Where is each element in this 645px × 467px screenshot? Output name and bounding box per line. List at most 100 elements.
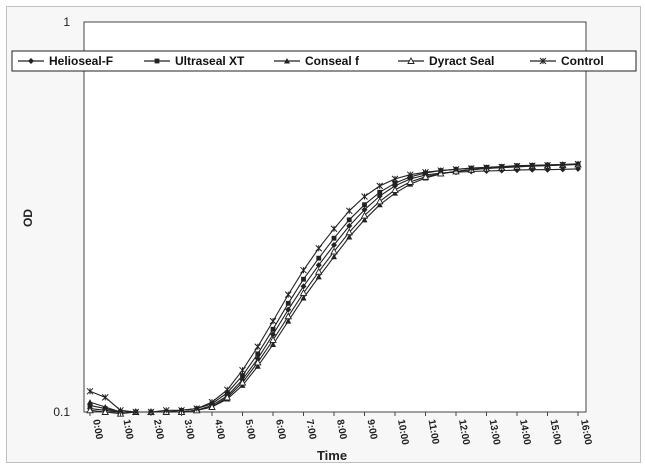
data-point <box>574 160 582 168</box>
x-tick-label: 14:00 <box>517 419 532 447</box>
legend-items: Helioseal-F Ultraseal XT Conseal f Dyract S… <box>18 54 604 68</box>
data-point <box>254 343 262 351</box>
y-axis-label: OD <box>21 209 35 227</box>
data-point <box>315 262 322 269</box>
x-tick-labels: 0:00 1:00 2:00 3:00 4:00 5:00 6:00 7:00 8:00 9:00… <box>89 412 593 447</box>
data-point <box>316 255 322 261</box>
x-tick-label: 0:00 <box>90 419 104 441</box>
x-tick-label: 16:00 <box>578 419 593 447</box>
legend-item: Conseal f <box>274 54 360 68</box>
x-tick-label: 10:00 <box>395 419 410 447</box>
data-point <box>269 317 277 325</box>
data-point <box>300 295 307 301</box>
data-point <box>361 193 368 200</box>
data-point <box>377 189 383 195</box>
data-point <box>254 363 261 369</box>
data-point <box>406 177 415 185</box>
data-point <box>284 291 292 298</box>
legend-item: Helioseal-F <box>18 54 113 68</box>
legend-item: Dyract Seal <box>398 54 494 68</box>
x-tick-label: 12:00 <box>456 419 471 447</box>
y-tick-label-top: 1 <box>63 15 70 29</box>
data-point <box>361 206 368 213</box>
data-point <box>559 161 567 169</box>
series-layer <box>86 160 582 417</box>
x-tick-label: 11:00 <box>426 419 441 446</box>
data-point <box>346 234 353 240</box>
legend-label: Ultraseal XT <box>175 54 245 68</box>
data-point <box>345 207 353 215</box>
legend-label: Conseal f <box>305 54 360 68</box>
data-point <box>331 242 337 249</box>
data-point <box>452 165 460 173</box>
data-point <box>299 288 308 296</box>
legend-label: Control <box>561 54 604 68</box>
legend-marker <box>28 58 34 64</box>
data-point <box>330 225 338 233</box>
x-tick-label: 13:00 <box>487 419 502 447</box>
series-control <box>86 160 582 416</box>
legend-box <box>11 50 637 72</box>
data-point <box>86 387 94 395</box>
plot-area <box>83 21 587 413</box>
data-point <box>300 266 307 274</box>
data-point <box>208 403 216 410</box>
x-tick-label: 8:00 <box>334 419 348 441</box>
legend-item: Ultraseal XT <box>144 54 245 68</box>
data-point <box>331 253 337 260</box>
x-tick-label: 1:00 <box>121 419 135 441</box>
data-point <box>270 326 276 332</box>
data-point <box>301 276 306 282</box>
data-point <box>406 171 414 179</box>
x-tick-label: 6:00 <box>273 419 287 441</box>
data-point <box>315 244 323 252</box>
data-point <box>300 283 307 290</box>
data-point <box>346 222 353 229</box>
data-point <box>513 162 521 170</box>
legend-label: Helioseal-F <box>49 54 113 68</box>
data-point <box>376 182 384 190</box>
data-point <box>101 408 110 415</box>
data-point <box>255 351 261 357</box>
legend-label: Dyract Seal <box>429 54 494 68</box>
data-point <box>392 180 398 186</box>
x-tick-label: 5:00 <box>243 419 257 441</box>
x-tick-label: 4:00 <box>212 419 226 441</box>
legend-marker <box>407 57 415 64</box>
x-tick-label: 7:00 <box>304 419 318 441</box>
y-tick-label-bottom: 0.1 <box>53 405 70 419</box>
data-point <box>238 378 247 386</box>
x-axis-label: Time <box>317 448 347 463</box>
data-point <box>102 403 109 410</box>
data-point <box>284 312 293 320</box>
legend-marker <box>539 57 547 65</box>
data-point <box>314 267 323 275</box>
data-point <box>421 172 430 180</box>
data-point <box>467 165 475 172</box>
x-tick-label: 3:00 <box>182 419 196 441</box>
data-point <box>223 393 232 401</box>
data-point <box>87 402 93 408</box>
data-point <box>253 358 262 366</box>
data-point <box>376 201 383 208</box>
data-point <box>315 273 322 280</box>
data-point <box>345 228 354 236</box>
data-point <box>239 366 246 374</box>
data-point <box>270 341 276 347</box>
data-point <box>240 373 245 378</box>
data-point <box>528 162 536 170</box>
data-point <box>101 394 109 401</box>
data-point <box>193 405 201 412</box>
data-point <box>361 216 368 223</box>
x-tick-label: 2:00 <box>151 419 165 441</box>
data-point <box>391 175 399 183</box>
data-point <box>498 163 506 171</box>
data-point <box>360 211 369 219</box>
legend: Helioseal-F Ultraseal XT Conseal f Dyract S… <box>11 50 637 72</box>
data-point <box>391 186 399 193</box>
x-tick-label: 15:00 <box>548 419 563 447</box>
data-point <box>285 306 292 313</box>
data-point <box>331 235 337 241</box>
data-point <box>330 247 338 255</box>
